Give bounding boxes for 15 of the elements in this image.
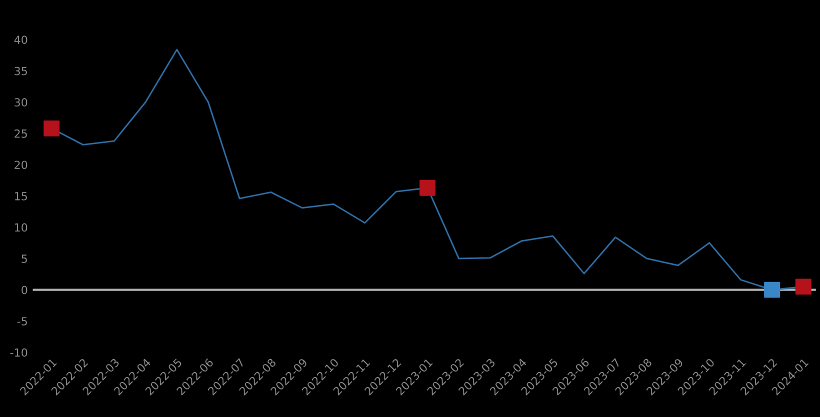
y-tick-label: 35 [14, 66, 27, 76]
y-tick-label: 5 [22, 254, 27, 263]
y-tick-label: -5 [17, 317, 27, 326]
y-tick-label: 20 [14, 160, 28, 170]
point [44, 120, 60, 136]
y-tick-label: 30 [14, 98, 28, 107]
y-tick-label: 15 [15, 192, 27, 200]
point [795, 278, 812, 295]
y-tick-label: 0 [22, 286, 28, 294]
point [420, 180, 436, 196]
y-tick-label: 40 [14, 36, 28, 44]
y-tick-label: 25 [14, 129, 27, 138]
point [764, 282, 780, 298]
y-tick-label: 10 [15, 223, 28, 232]
y-tick-label: -10 [10, 348, 28, 357]
